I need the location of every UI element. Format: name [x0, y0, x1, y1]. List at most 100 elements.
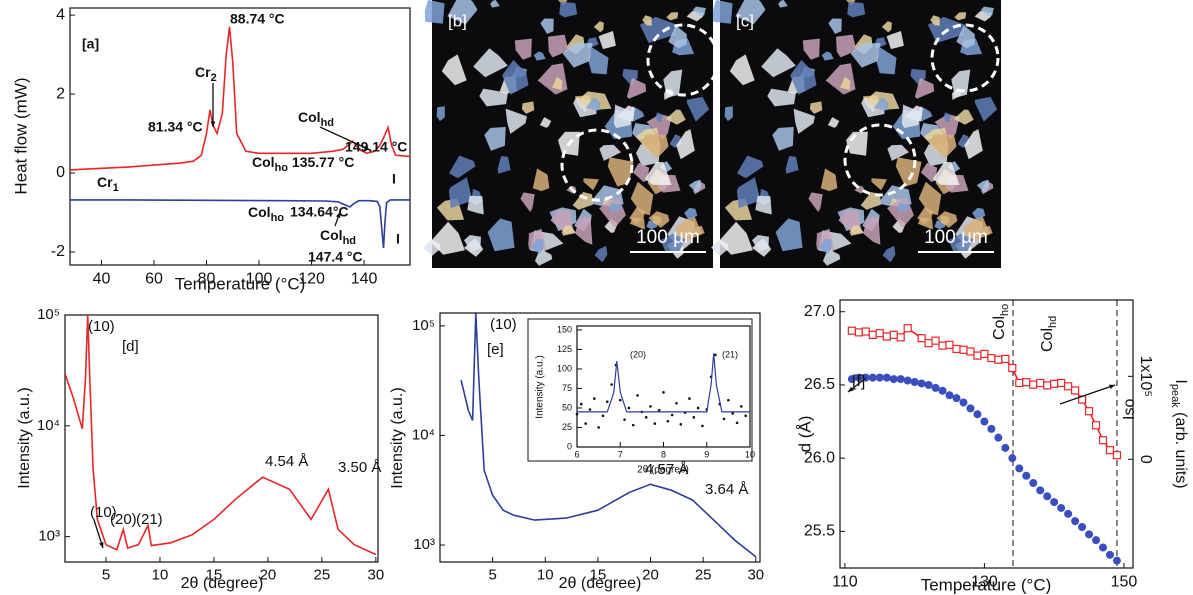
data-point — [1084, 407, 1094, 416]
crystal — [775, 218, 803, 252]
x-tick-label: 15 — [590, 566, 607, 583]
crystal — [886, 31, 904, 50]
y-tick-label: 125 — [557, 344, 572, 354]
text-sub: hd — [1047, 316, 1059, 328]
crystal — [882, 245, 896, 263]
crystal — [641, 134, 669, 159]
text-sub: ho — [999, 304, 1011, 316]
data-point — [714, 353, 717, 357]
crystal — [972, 207, 986, 220]
data-point — [994, 355, 1003, 364]
annotation: I — [396, 231, 400, 247]
annotation: [e] — [487, 341, 504, 358]
data-point — [882, 373, 891, 382]
data-point — [889, 330, 898, 339]
arrow-head — [335, 212, 341, 218]
data-point — [1008, 454, 1017, 463]
highlight-circle — [560, 128, 634, 202]
data-point — [903, 324, 912, 333]
y-tick-label: 10³ — [38, 528, 60, 545]
data-point — [1112, 451, 1122, 460]
y-tick-label: 26.5 — [804, 376, 835, 393]
y-tick-label: 0 — [56, 164, 65, 181]
data-point — [924, 380, 933, 389]
data-point — [649, 405, 652, 408]
data-point — [1043, 492, 1052, 501]
annotation: 3.50 Å — [338, 459, 381, 476]
highlight-circle — [843, 123, 917, 197]
crystal — [665, 109, 686, 125]
crystal — [802, 38, 820, 60]
annotation: I — [392, 171, 396, 187]
data-point — [987, 353, 996, 363]
annotation: Colho — [248, 204, 284, 224]
crystal — [447, 0, 478, 25]
data-point — [875, 329, 884, 338]
annotation: 4.54 Å — [265, 453, 308, 470]
crystal — [729, 54, 755, 86]
data-line — [65, 315, 377, 556]
annotation: 149.14 °C — [345, 139, 407, 155]
micrograph: [b] 100 µm — [423, 0, 720, 268]
x-tick-label: 8 — [661, 449, 666, 459]
panel: 5 10 15 20 25 30 10³ 10⁴ 10⁵ 2θ (degree) Intensity… — [16, 306, 384, 592]
crystal — [533, 51, 546, 61]
data-point — [627, 406, 631, 410]
crystal — [514, 38, 532, 60]
crystal — [793, 108, 815, 134]
data-point — [931, 383, 940, 392]
data-point — [731, 412, 734, 415]
data-point — [980, 417, 989, 426]
annotation: (21) — [722, 349, 738, 359]
data-point — [584, 422, 587, 425]
crystal — [860, 192, 881, 210]
annotation: 3.64 Å — [705, 481, 748, 498]
crystal — [479, 88, 508, 107]
crystal — [821, 51, 834, 61]
crystal — [936, 211, 958, 228]
crystal — [539, 117, 552, 128]
crystal — [441, 54, 467, 86]
data-point — [896, 375, 905, 384]
arrow-head — [1109, 384, 1115, 390]
crystal — [954, 12, 967, 21]
data-point — [1036, 486, 1045, 495]
crystal — [980, 6, 994, 17]
crystal — [772, 127, 794, 151]
crystal — [933, 161, 960, 185]
crystal — [964, 129, 983, 160]
data-point — [931, 336, 940, 345]
data-point — [692, 416, 696, 419]
data-point — [945, 391, 954, 400]
x-tick-label: 30 — [367, 566, 384, 583]
crystal — [436, 106, 445, 122]
crystal — [849, 225, 865, 236]
data-point — [727, 398, 730, 402]
data-point — [679, 423, 683, 426]
data-point — [1098, 436, 1108, 445]
y-tick-label: 2 — [56, 85, 65, 102]
data-point — [875, 373, 884, 382]
text-sub: hd — [321, 117, 334, 129]
data-point — [945, 340, 954, 349]
y-tick-label: 26.0 — [804, 449, 835, 466]
crystal — [767, 88, 796, 107]
text-sub: ho — [275, 162, 289, 174]
crystal — [599, 144, 621, 161]
crystal — [505, 108, 527, 134]
crystal — [562, 43, 593, 68]
crystal — [827, 117, 840, 128]
annotation: 81.34 °C — [148, 119, 203, 135]
data-point — [959, 398, 968, 407]
data-point — [618, 398, 622, 402]
crystal — [561, 225, 577, 236]
data-point — [696, 406, 700, 410]
crystal — [976, 179, 990, 193]
data-point — [1078, 522, 1087, 531]
data-point — [1050, 379, 1059, 388]
crystal — [585, 97, 601, 111]
data-point — [1057, 378, 1066, 388]
panel: 110 130 150 25.5 26.0 26.5 27.0 0 1x10⁵ Temperatu… — [795, 299, 1189, 594]
crystal — [448, 177, 473, 209]
